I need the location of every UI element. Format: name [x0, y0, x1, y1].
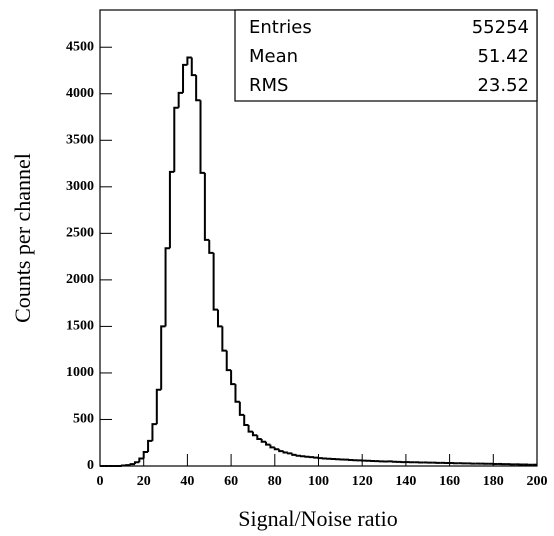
- histogram-bin: [295, 454, 302, 457]
- y-tick-label: 4000: [66, 86, 94, 101]
- stat-value: 55254: [472, 17, 529, 38]
- histogram-bin: [265, 441, 271, 446]
- histogram-bin: [247, 425, 253, 433]
- histogram-bin: [278, 449, 284, 453]
- histogram-bin: [251, 431, 258, 437]
- y-tick-label: 0: [87, 458, 94, 473]
- histogram-bin: [133, 461, 140, 465]
- histogram-bin: [138, 457, 144, 463]
- y-tick-label: 500: [73, 412, 94, 427]
- histogram-bin: [186, 56, 192, 65]
- stats-box: [234, 9, 538, 102]
- stat-label: Entries: [249, 17, 312, 38]
- histogram-bin: [129, 463, 135, 466]
- histogram-bin: [291, 453, 297, 456]
- y-tick-label: 2500: [66, 226, 94, 241]
- histogram-bin: [142, 451, 149, 459]
- histogram-bin: [269, 444, 275, 449]
- x-tick-label: 160: [439, 474, 460, 489]
- x-tick-label: 80: [268, 474, 282, 489]
- x-tick-label: 20: [137, 474, 151, 489]
- histogram-bin: [286, 452, 293, 455]
- histogram-bin: [147, 439, 153, 453]
- y-tick-label: 2000: [66, 272, 94, 287]
- histogram-bin: [199, 100, 205, 174]
- histogram-bin: [168, 170, 175, 249]
- y-tick-label: 1000: [66, 365, 94, 380]
- y-tick-label: 3500: [66, 133, 94, 148]
- x-tick-label: 0: [97, 474, 104, 489]
- histogram-bin: [155, 388, 162, 425]
- y-tick-label: 3000: [66, 179, 94, 194]
- stat-label: Mean: [249, 46, 298, 67]
- x-tick-label: 100: [308, 474, 329, 489]
- histogram-bin: [234, 384, 240, 403]
- histogram-bin: [225, 350, 232, 372]
- histogram-bin: [164, 247, 170, 327]
- histogram-bin: [221, 326, 227, 352]
- histogram-bin: [256, 435, 262, 441]
- histogram-bin: [203, 172, 210, 241]
- x-tick-label: 40: [180, 474, 194, 489]
- x-tick-label: 180: [483, 474, 504, 489]
- x-axis-label: Signal/Noise ratio: [238, 506, 397, 531]
- stat-value: 51.42: [477, 46, 529, 67]
- histogram-bin: [212, 252, 218, 311]
- x-tick-label: 60: [224, 474, 238, 489]
- histogram-bin: [160, 325, 166, 390]
- stat-value: 23.52: [477, 75, 529, 96]
- histogram-bin: [243, 414, 249, 427]
- histogram-bin: [238, 401, 245, 416]
- x-tick-label: 200: [527, 474, 548, 489]
- histogram-bin: [216, 309, 223, 328]
- histogram-bin: [182, 63, 188, 93]
- histogram-bin: [195, 75, 201, 102]
- y-tick-label: 1500: [66, 319, 94, 334]
- x-tick-label: 120: [352, 474, 373, 489]
- histogram-bin: [177, 91, 184, 108]
- histogram-bin: [190, 57, 197, 77]
- histogram-bin: [282, 451, 288, 454]
- histogram-bin: [151, 423, 157, 441]
- histogram-bin: [173, 106, 179, 172]
- y-axis-label: Counts per channel: [10, 153, 35, 323]
- x-tick-label: 140: [395, 474, 416, 489]
- y-tick-label: 4500: [66, 39, 94, 54]
- histogram-bin: [273, 447, 280, 451]
- histogram-bin: [208, 239, 214, 254]
- stat-label: RMS: [249, 75, 288, 96]
- histogram-bin: [260, 439, 267, 443]
- histogram-bin: [230, 370, 236, 386]
